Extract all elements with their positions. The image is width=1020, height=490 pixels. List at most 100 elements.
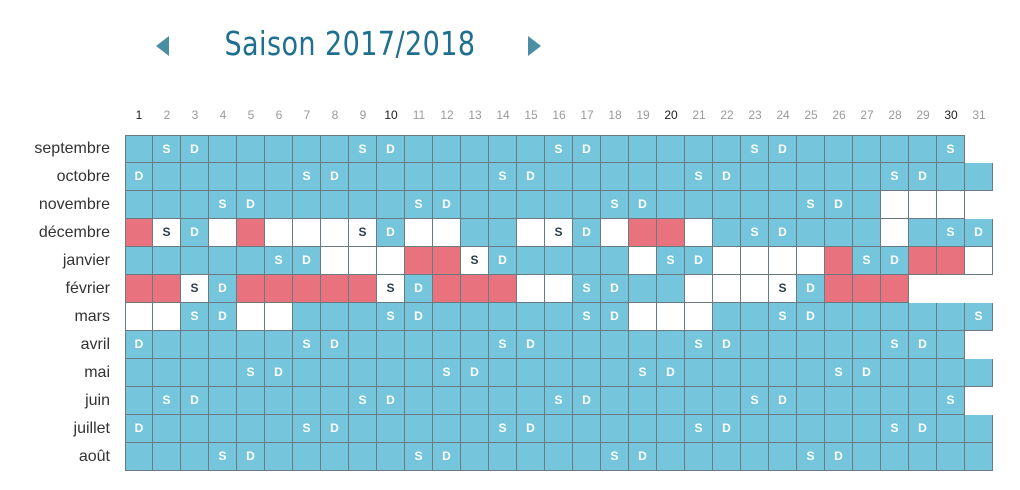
- day-cell[interactable]: [825, 219, 853, 247]
- day-cell[interactable]: S: [881, 331, 909, 359]
- day-cell[interactable]: [433, 163, 461, 191]
- day-cell[interactable]: S: [601, 191, 629, 219]
- day-cell[interactable]: [797, 135, 825, 163]
- day-cell[interactable]: D: [461, 359, 489, 387]
- day-cell[interactable]: [657, 135, 685, 163]
- day-cell[interactable]: [685, 303, 713, 331]
- day-cell[interactable]: [517, 191, 545, 219]
- day-cell[interactable]: S: [629, 359, 657, 387]
- day-cell[interactable]: D: [405, 303, 433, 331]
- day-cell[interactable]: D: [433, 443, 461, 471]
- day-cell[interactable]: [377, 415, 405, 443]
- day-cell[interactable]: [349, 303, 377, 331]
- day-cell[interactable]: [461, 415, 489, 443]
- day-cell[interactable]: [265, 163, 293, 191]
- day-cell[interactable]: [349, 247, 377, 275]
- day-cell[interactable]: [153, 443, 181, 471]
- day-cell[interactable]: [881, 443, 909, 471]
- day-cell[interactable]: S: [293, 163, 321, 191]
- day-cell[interactable]: [629, 275, 657, 303]
- day-cell[interactable]: [937, 331, 965, 359]
- day-cell[interactable]: [237, 247, 265, 275]
- day-cell[interactable]: [937, 303, 965, 331]
- day-cell[interactable]: [825, 163, 853, 191]
- day-cell[interactable]: [433, 135, 461, 163]
- day-cell[interactable]: [125, 359, 153, 387]
- day-cell[interactable]: [153, 415, 181, 443]
- day-cell[interactable]: [573, 443, 601, 471]
- day-cell[interactable]: S: [797, 443, 825, 471]
- day-cell[interactable]: [741, 303, 769, 331]
- day-cell[interactable]: D: [433, 191, 461, 219]
- day-cell[interactable]: [293, 219, 321, 247]
- day-cell[interactable]: [181, 359, 209, 387]
- day-cell[interactable]: D: [769, 219, 797, 247]
- day-cell[interactable]: [545, 415, 573, 443]
- day-cell[interactable]: D: [909, 331, 937, 359]
- day-cell[interactable]: [545, 359, 573, 387]
- day-cell[interactable]: [265, 275, 293, 303]
- day-cell[interactable]: [601, 359, 629, 387]
- day-cell[interactable]: D: [601, 303, 629, 331]
- day-cell[interactable]: S: [153, 387, 181, 415]
- day-cell[interactable]: S: [489, 415, 517, 443]
- day-cell[interactable]: [461, 219, 489, 247]
- day-cell[interactable]: D: [825, 191, 853, 219]
- day-cell[interactable]: [601, 219, 629, 247]
- chevron-left-icon[interactable]: [156, 36, 169, 56]
- day-cell[interactable]: [321, 135, 349, 163]
- day-cell[interactable]: [825, 247, 853, 275]
- day-cell[interactable]: S: [545, 387, 573, 415]
- day-cell[interactable]: D: [517, 163, 545, 191]
- day-cell[interactable]: [489, 443, 517, 471]
- day-cell[interactable]: [321, 303, 349, 331]
- day-cell[interactable]: S: [209, 191, 237, 219]
- day-cell[interactable]: S: [825, 359, 853, 387]
- day-cell[interactable]: [349, 163, 377, 191]
- day-cell[interactable]: [769, 247, 797, 275]
- day-cell[interactable]: [909, 135, 937, 163]
- day-cell[interactable]: [909, 191, 937, 219]
- day-cell[interactable]: [797, 247, 825, 275]
- day-cell[interactable]: [209, 359, 237, 387]
- day-cell[interactable]: [573, 415, 601, 443]
- day-cell[interactable]: D: [125, 331, 153, 359]
- day-cell[interactable]: [489, 275, 517, 303]
- day-cell[interactable]: [489, 359, 517, 387]
- day-cell[interactable]: S: [405, 443, 433, 471]
- day-cell[interactable]: [517, 247, 545, 275]
- day-cell[interactable]: D: [125, 163, 153, 191]
- day-cell[interactable]: [377, 163, 405, 191]
- day-cell[interactable]: [349, 331, 377, 359]
- day-cell[interactable]: [769, 415, 797, 443]
- day-cell[interactable]: S: [965, 303, 993, 331]
- day-cell[interactable]: [657, 275, 685, 303]
- day-cell[interactable]: D: [797, 303, 825, 331]
- day-cell[interactable]: [545, 331, 573, 359]
- day-cell[interactable]: [405, 387, 433, 415]
- day-cell[interactable]: [965, 415, 993, 443]
- day-cell[interactable]: S: [685, 331, 713, 359]
- day-cell[interactable]: D: [209, 303, 237, 331]
- day-cell[interactable]: S: [433, 359, 461, 387]
- day-cell[interactable]: [125, 303, 153, 331]
- day-cell[interactable]: [853, 303, 881, 331]
- day-cell[interactable]: S: [461, 247, 489, 275]
- day-cell[interactable]: S: [153, 219, 181, 247]
- day-cell[interactable]: [489, 219, 517, 247]
- day-cell[interactable]: [797, 415, 825, 443]
- day-cell[interactable]: [265, 135, 293, 163]
- day-cell[interactable]: [237, 331, 265, 359]
- day-cell[interactable]: [685, 135, 713, 163]
- day-cell[interactable]: [237, 387, 265, 415]
- day-cell[interactable]: [489, 303, 517, 331]
- day-cell[interactable]: [153, 275, 181, 303]
- day-cell[interactable]: [293, 135, 321, 163]
- day-cell[interactable]: [489, 135, 517, 163]
- day-cell[interactable]: [853, 163, 881, 191]
- day-cell[interactable]: D: [685, 247, 713, 275]
- day-cell[interactable]: [433, 331, 461, 359]
- day-cell[interactable]: [853, 275, 881, 303]
- day-cell[interactable]: [125, 219, 153, 247]
- day-cell[interactable]: D: [517, 415, 545, 443]
